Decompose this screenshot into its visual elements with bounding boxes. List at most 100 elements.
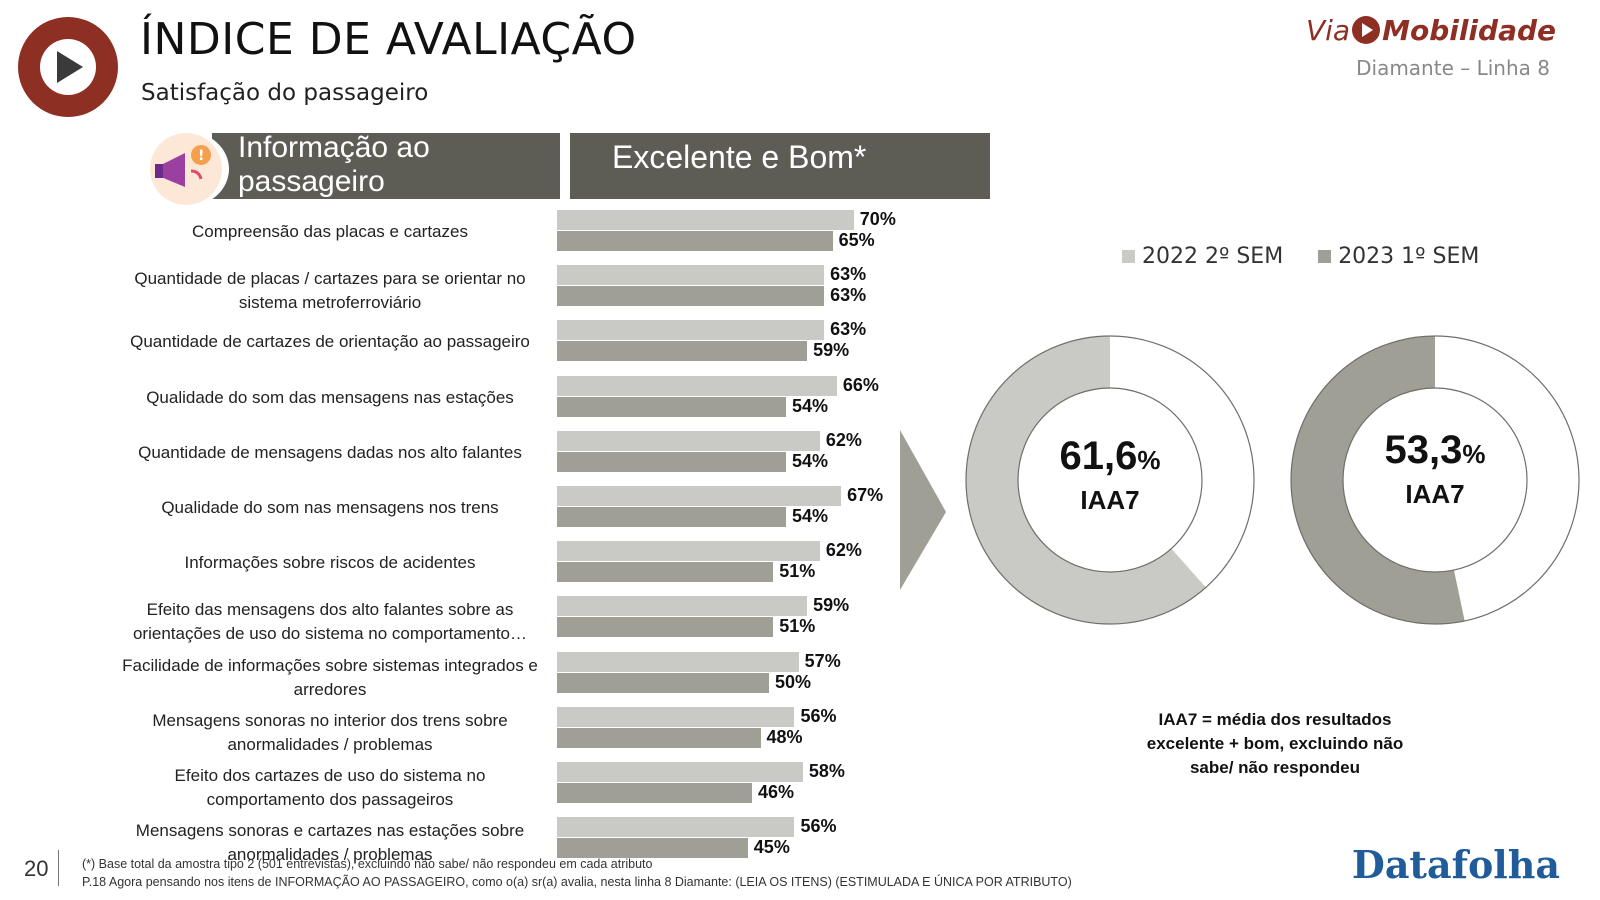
bar-2023 (557, 783, 753, 803)
bar-2023 (557, 838, 748, 859)
bar-value-label: 58% (808, 761, 845, 781)
category-header: Informação ao passageiro (212, 131, 560, 199)
donut-outline (1017, 387, 1203, 573)
bar-value-label: 63% (830, 285, 867, 306)
donut-value: 53,3% (1384, 428, 1486, 472)
bar-value-label: 67% (847, 485, 884, 505)
donut-outline (1342, 387, 1528, 573)
divider (58, 850, 59, 886)
arrow-icon (900, 430, 946, 590)
donut-value: 61,6% (1059, 434, 1161, 478)
page-subtitle: Satisfação do passageiro (141, 80, 429, 106)
bar-category-label: Mensagens sonoras no interior dos trens … (152, 710, 508, 754)
donut-chart-2022 (965, 335, 1255, 625)
bar-2022 (557, 265, 825, 286)
bar-2022 (557, 210, 854, 230)
legend-label: 2023 1º SEM (1338, 244, 1480, 269)
question-text: P.18 Agora pensando nos itens de INFORMA… (82, 875, 1072, 889)
bar-value-label: 48% (766, 726, 803, 747)
bar-category-label: Efeito das mensagens dos alto falantes s… (132, 600, 528, 644)
bar-value-label: 54% (791, 395, 828, 416)
bar-2022 (557, 651, 799, 672)
bar-2022 (557, 486, 842, 506)
bar-category-label: Efeito dos cartazes de uso do sistema no… (174, 766, 486, 809)
bar-2022 (557, 541, 820, 562)
bar-2022 (557, 320, 825, 341)
footnote: (*) Base total da amostra tipo 2 (501 en… (82, 857, 653, 871)
donut-label: IAA7 (1405, 479, 1465, 509)
bar-category-label: Mensagens sonoras e cartazes nas estaçõe… (135, 821, 525, 865)
brand-mobilidade: Mobilidade (1382, 14, 1556, 47)
bar-category-label: Qualidade do som nas mensagens nos trens (161, 498, 499, 517)
donut-outline (1290, 335, 1580, 625)
legend-label: 2022 2º SEM (1142, 244, 1284, 269)
metric-header: Excelente e Bom* (570, 133, 990, 199)
megaphone-icon: ! (143, 131, 229, 207)
bar-category-label: Facilidade de informações sobre sistemas… (122, 655, 538, 699)
bar-2023 (557, 727, 761, 748)
bar-value-label: 65% (838, 230, 875, 250)
donut-outline (965, 335, 1255, 625)
bar-2023 (557, 562, 774, 583)
bar-2023 (557, 451, 786, 472)
bar-2022 (557, 817, 795, 838)
bar-category-label: Quantidade de placas / cartazes para se … (134, 269, 526, 313)
bar-2022 (557, 430, 820, 451)
bar-2023 (557, 507, 786, 527)
line-name: Diamante – Linha 8 (1356, 56, 1550, 80)
bar-value-label: 62% (825, 429, 862, 450)
bar-value-label: 63% (830, 319, 867, 340)
bar-value-label: 57% (804, 650, 841, 671)
category-label: Informação ao passageiro (238, 131, 430, 198)
legend-swatch (1122, 250, 1135, 263)
bar-value-label: 51% (779, 561, 816, 582)
bar-value-label: 46% (758, 782, 795, 802)
bar-value-label: 54% (791, 506, 828, 526)
bar-2023 (557, 617, 774, 638)
bar-value-label: 51% (779, 616, 816, 637)
legend-item: 2023 1º SEM (1318, 244, 1479, 269)
bar-category-label: Compreensão das placas e cartazes (192, 222, 468, 241)
metric-label: Excelente e Bom* (612, 139, 867, 175)
bar-value-label: 63% (830, 264, 867, 285)
bar-value-label: 54% (791, 450, 828, 471)
brand-play-icon (1352, 16, 1381, 44)
bar-value-label: 62% (825, 540, 862, 561)
bar-value-label: 59% (813, 595, 850, 616)
donut-center-2023: 53,3% IAA7 (1335, 428, 1535, 510)
bar-category-label: Quantidade de mensagens dadas nos alto f… (138, 442, 522, 462)
bar-value-label: 45% (753, 837, 790, 858)
play-logo-icon (18, 17, 118, 117)
bar-2022 (557, 762, 803, 782)
donut-label: IAA7 (1080, 485, 1140, 515)
bar-value-label: 66% (842, 374, 879, 395)
bar-2023 (557, 672, 769, 693)
bar-value-label: 50% (775, 671, 812, 692)
datafolha-logo: Datafolha (1351, 842, 1560, 887)
brand-via: Via (1306, 14, 1351, 47)
bar-2023 (557, 341, 808, 362)
iaa7-note: IAA7 = média dos resultados excelente + … (1146, 710, 1404, 777)
bar-2022 (557, 706, 795, 727)
page-number: 20 (24, 856, 49, 881)
legend-swatch (1318, 250, 1332, 263)
bar-category-label: Qualidade do som das mensagens nas estaç… (146, 387, 514, 407)
svg-text:!: ! (198, 148, 204, 164)
donut-chart-2023 (1290, 335, 1580, 625)
bar-value-label: 56% (800, 816, 837, 837)
bar-2022 (557, 375, 837, 396)
bar-2023 (557, 231, 833, 251)
donut-slice (966, 336, 1206, 624)
bar-category-label: Informações sobre riscos de acidentes (184, 553, 476, 573)
donut-slice (1291, 336, 1465, 624)
bar-value-label: 56% (800, 705, 837, 726)
bar-2023 (557, 396, 786, 417)
bar-2022 (557, 596, 808, 617)
donut-center-2022: 61,6% IAA7 (1010, 434, 1210, 516)
legend-item: 2022 2º SEM (1122, 244, 1283, 269)
bar-value-label: 59% (813, 340, 850, 361)
viamobilidade-logo: Via Mobilidade (1306, 14, 1556, 47)
page-title: ÍNDICE DE AVALIAÇÃO (140, 14, 637, 65)
bar-value-label: 70% (859, 209, 896, 229)
bar-category-label: Quantidade de cartazes de orientação ao … (130, 332, 530, 352)
